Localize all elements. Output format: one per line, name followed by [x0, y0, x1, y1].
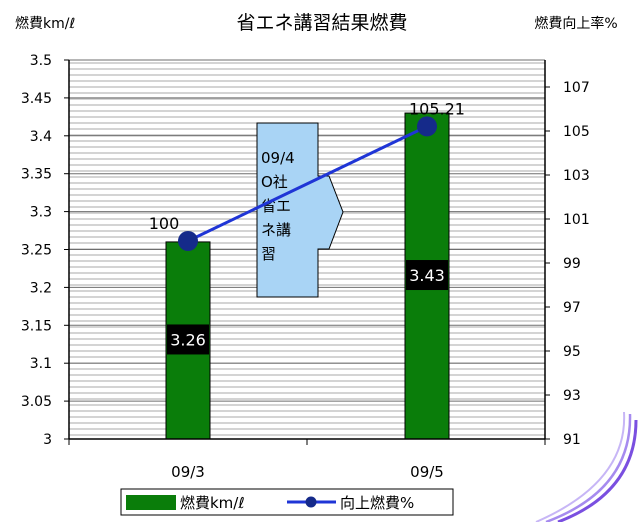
right-tick-label: 103 [563, 168, 590, 184]
legend-bar-label: 燃費km/ℓ [180, 494, 245, 512]
bar-series: 3.26 3.43 [165, 112, 450, 440]
bar-data-label: 3.26 [170, 330, 206, 349]
annotation-arrow-shape [256, 122, 344, 298]
left-axis-title: 燃費km/ℓ [15, 15, 75, 32]
line-data-label: 105.21 [409, 99, 465, 118]
left-axis-ticks: 3.5 3.45 3.4 3.35 3.3 3.25 3.2 3.15 3.1 3.05 3 [21, 53, 69, 448]
line-marker [178, 231, 198, 251]
swoosh-stroke-3 [535, 412, 626, 522]
bar-label-bg [167, 324, 209, 355]
right-tick-label: 99 [563, 256, 581, 272]
right-tick-label: 101 [563, 212, 590, 228]
x-tick-label: 09/5 [410, 463, 444, 481]
right-tick-label: 93 [563, 388, 581, 404]
line-series: 100 105.21 [149, 99, 465, 251]
swoosh-stroke-1 [557, 419, 638, 522]
left-tick-label: 3.35 [21, 167, 52, 183]
right-axis-title: 燃費向上率% [534, 15, 617, 32]
left-tick-label: 3.4 [30, 129, 52, 145]
left-tick-label: 3 [43, 432, 52, 448]
right-axis-ticks: 107 105 103 101 99 97 95 93 91 [545, 80, 590, 448]
right-tick-label: 107 [563, 80, 590, 96]
right-tick-label: 105 [563, 124, 590, 140]
annotation-callout: 09/4 O社 省エ ネ講 習 [256, 122, 344, 298]
right-tick-label: 95 [563, 344, 581, 360]
left-tick-label: 3.2 [30, 280, 52, 296]
x-tick-label: 09/3 [171, 463, 205, 481]
annotation-line-5: 習 [261, 245, 276, 263]
line-marker [417, 116, 437, 137]
right-tick-label: 97 [563, 300, 581, 316]
annotation-line-1: 09/4 [261, 149, 295, 167]
line-data-label: 100 [149, 214, 180, 233]
line-path [187, 125, 428, 243]
legend-line-marker [305, 496, 317, 508]
left-tick-label: 3.5 [30, 53, 52, 69]
left-tick-label: 3.25 [21, 243, 52, 259]
chart-title-group: 燃費km/ℓ 省エネ講習結果燃費 燃費向上率% [15, 12, 618, 34]
decorative-swoosh [535, 412, 638, 522]
chart-title: 省エネ講習結果燃費 [236, 12, 407, 34]
left-tick-label: 3.3 [30, 205, 52, 221]
bar-data-label: 3.43 [409, 266, 445, 285]
annotation-line-4: ネ講 [261, 221, 291, 239]
x-axis-ticks: 09/3 09/5 [68, 439, 546, 481]
legend-bar-swatch [126, 495, 176, 510]
legend: 燃費km/ℓ 向上燃費% [120, 488, 454, 516]
left-tick-label: 3.45 [21, 91, 52, 107]
annotation-line-2: O社 [261, 173, 288, 191]
left-tick-label: 3.1 [30, 356, 52, 372]
right-tick-label: 91 [563, 432, 581, 448]
swoosh-stroke-2 [545, 413, 632, 522]
left-tick-label: 3.05 [21, 394, 52, 410]
left-tick-label: 3.15 [21, 318, 52, 334]
bar-label-bg [406, 260, 448, 291]
legend-line-label: 向上燃費% [340, 494, 414, 512]
